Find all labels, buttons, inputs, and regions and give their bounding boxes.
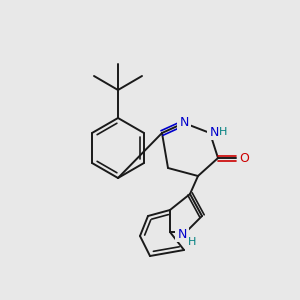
Text: N: N bbox=[179, 116, 189, 128]
Text: H: H bbox=[219, 127, 227, 137]
Text: N: N bbox=[209, 125, 219, 139]
Text: O: O bbox=[239, 152, 249, 164]
Text: N: N bbox=[177, 227, 187, 241]
Text: H: H bbox=[188, 237, 196, 247]
